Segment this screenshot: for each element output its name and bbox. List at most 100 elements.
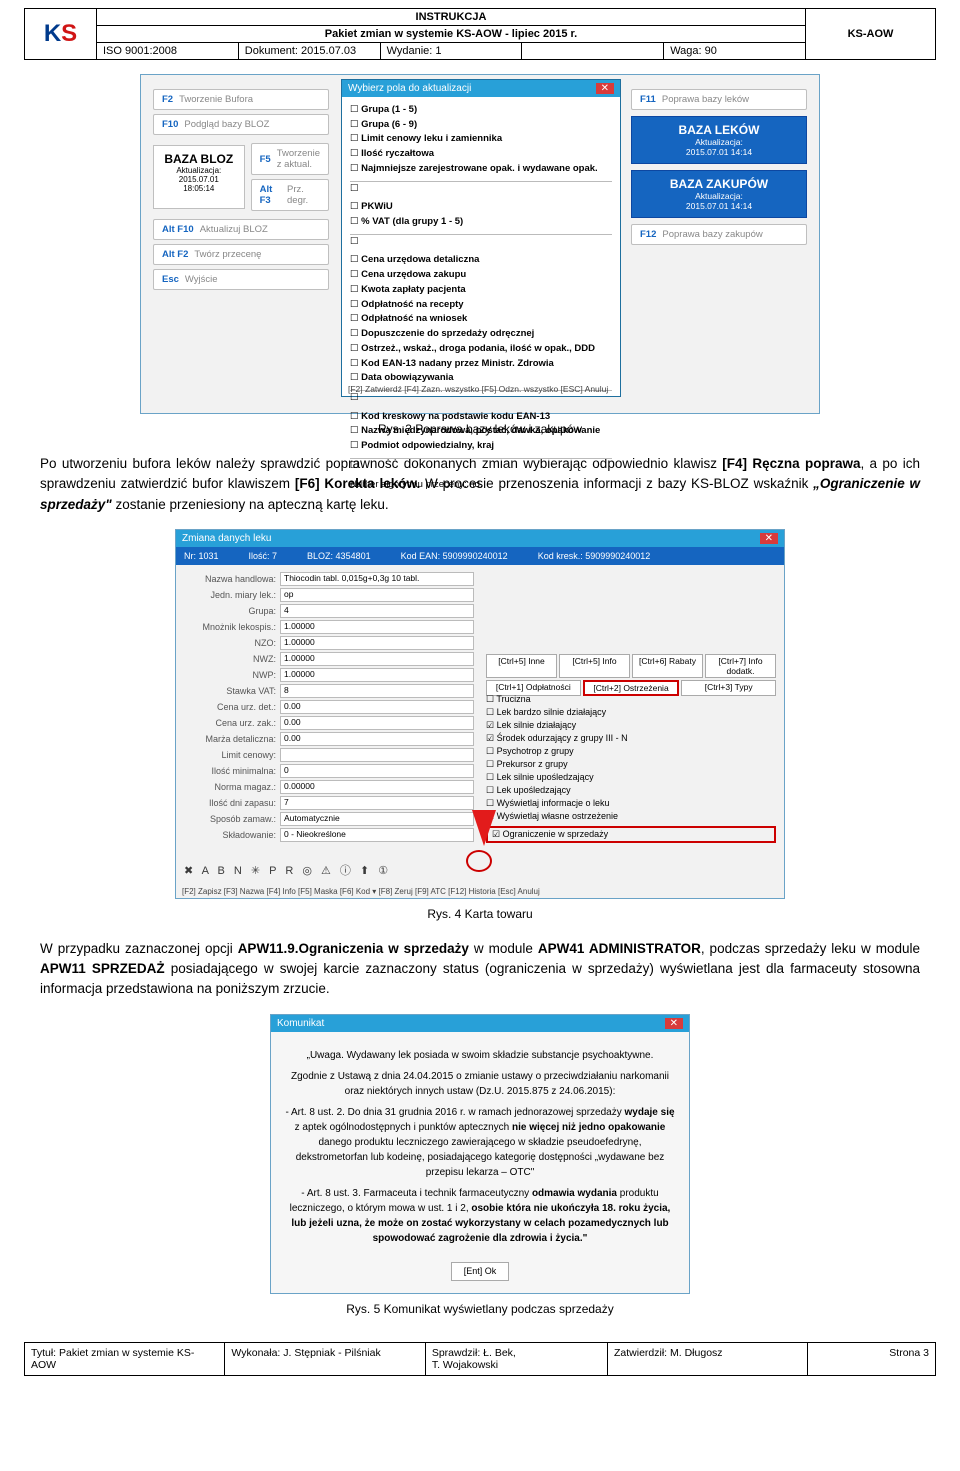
footer-sprawdzil: Sprawdził: Ł. Bek,T. Wojakowski — [425, 1342, 607, 1375]
s2-footer: [F2] Zapisz [F3] Nazwa [F4] Info [F5] Ma… — [182, 887, 778, 896]
form-input[interactable]: 1.00000 — [280, 620, 474, 634]
s2-title: Zmiana danych leku — [182, 533, 272, 544]
header-ks-aow: KS-AOW — [806, 9, 936, 60]
page-footer: Tytuł: Pakiet zmian w systemie KS-AOW Wy… — [0, 1334, 960, 1394]
s2-icon-row: ✖ A B N ✳ P R ◎ ⚠ ⓘ ⬆ ① — [184, 862, 474, 878]
tile-baza-zakupow: BAZA ZAKUPÓW Aktualizacja: 2015.07.01 14… — [631, 170, 807, 218]
form-row: Marża detaliczna:0.00 — [184, 732, 474, 746]
check-item[interactable]: ☐ Lek upośledzający — [486, 785, 776, 796]
screenshot-2: Zmiana danych leku ✕ Nr: 1031Ilość: 7BLOZ… — [175, 529, 785, 899]
footer-tytul: Tytuł: Pakiet zmian w systemie KS-AOW — [25, 1342, 225, 1375]
form-row: Norma magaz.:0.00000 — [184, 780, 474, 794]
header-iso: ISO 9001:2008 — [97, 43, 239, 60]
dialog-checks: Grupa (1 - 5) Grupa (6 - 9) Limit cenowy… — [342, 97, 620, 498]
btn-esc[interactable]: EscWyjście — [153, 269, 329, 290]
form-input[interactable]: 0.00 — [280, 732, 474, 746]
close-icon[interactable]: ✕ — [596, 83, 614, 94]
logo-s: S — [61, 20, 77, 47]
form-input[interactable]: 8 — [280, 684, 474, 698]
form-row: NZO:1.00000 — [184, 636, 474, 650]
check-item[interactable]: ☑ Środek odurzający z grupy III - N — [486, 733, 776, 744]
header-instrukcja: INSTRUKCJA — [97, 9, 806, 26]
logo: KS — [25, 9, 97, 60]
btn-f11[interactable]: F11Poprawa bazy leków — [631, 89, 807, 110]
header-waga: Waga: 90 — [664, 43, 806, 60]
s2-header-bar: Nr: 1031Ilość: 7BLOZ: 4354801Kod EAN: 59… — [176, 547, 784, 565]
s2-checks: ☐ Trucizna ☐ Lek bardzo silnie działający… — [486, 692, 776, 845]
check-ograniczenie[interactable]: ☑ Ograniczenie w sprzedaży — [486, 826, 776, 843]
check-item[interactable]: ☐ Wyświetlaj własne ostrzeżenie — [486, 811, 776, 822]
btn-altf10[interactable]: Alt F10Aktualizuj BLOZ — [153, 219, 329, 240]
form-row: NWP:1.00000 — [184, 668, 474, 682]
form-row: Limit cenowy: — [184, 748, 474, 762]
shot1-dialog: Wybierz pola do aktualizacji✕ Grupa (1 -… — [341, 79, 621, 397]
form-row: Sposób zamaw.:Automatycznie — [184, 812, 474, 826]
page-header: KS INSTRUKCJA KS-AOW Pakiet zmian w syst… — [0, 0, 960, 60]
check-item[interactable]: ☐ Lek bardzo silnie działający — [486, 707, 776, 718]
s3-body: „Uwaga. Wydawany lek posiada w swoim skł… — [271, 1032, 689, 1292]
form-input[interactable]: 0.00 — [280, 700, 474, 714]
screenshot-3: Komunikat ✕ „Uwaga. Wydawany lek posiada … — [270, 1014, 690, 1294]
caption-3: Rys. 5 Komunikat wyświetlany podczas spr… — [0, 1302, 960, 1316]
form-input[interactable]: 1.00000 — [280, 652, 474, 666]
btn-f5[interactable]: F5Tworzenie z aktual. — [251, 143, 329, 175]
s2-left-fields: Nazwa handlowa:Thiocodin tabl. 0,015g+0,… — [184, 570, 474, 844]
form-input[interactable]: Thiocodin tabl. 0,015g+0,3g 10 tabl. — [280, 572, 474, 586]
ok-button[interactable]: [Ent] Ok — [451, 1262, 510, 1282]
form-row: Mnożnik lekospis.:1.00000 — [184, 620, 474, 634]
header-subtitle: Pakiet zmian w systemie KS-AOW - lipiec … — [97, 26, 806, 43]
header-dokument: Dokument: 2015.07.03 — [238, 43, 380, 60]
form-row: Cena urz. det.:0.00 — [184, 700, 474, 714]
btn-f10[interactable]: F10Podgląd bazy BLOZ — [153, 114, 329, 135]
close-icon[interactable]: ✕ — [665, 1018, 683, 1029]
close-icon[interactable]: ✕ — [760, 533, 778, 544]
check-item[interactable]: ☐ Trucizna — [486, 694, 776, 705]
logo-k: K — [44, 20, 61, 47]
s3-title: Komunikat — [277, 1018, 324, 1029]
form-input[interactable] — [280, 748, 474, 762]
form-row: NWZ:1.00000 — [184, 652, 474, 666]
tile-baza-lekow: BAZA LEKÓW Aktualizacja: 2015.07.01 14:1… — [631, 116, 807, 164]
form-input[interactable]: 0.00 — [280, 716, 474, 730]
form-input[interactable]: 4 — [280, 604, 474, 618]
form-row: Nazwa handlowa:Thiocodin tabl. 0,015g+0,… — [184, 572, 474, 586]
dialog-footer: [F2] Zatwierdź [F4] Zazn. wszystko [F5] … — [348, 384, 614, 394]
header-empty — [522, 43, 664, 60]
dialog-title: Wybierz pola do aktualizacji — [348, 83, 471, 94]
btn-altf3[interactable]: Alt F3Prz. degr. — [251, 179, 329, 211]
paragraph-2: W przypadku zaznaczonej opcji APW11.9.Og… — [0, 939, 960, 1000]
screenshot-1: F2Tworzenie Bufora F10Podgląd bazy BLOZ … — [140, 74, 820, 414]
form-input[interactable]: 0 — [280, 764, 474, 778]
form-row: Cena urz. zak.:0.00 — [184, 716, 474, 730]
form-input[interactable]: op — [280, 588, 474, 602]
check-item[interactable]: ☐ Prekursor z grupy — [486, 759, 776, 770]
red-arrow-icon — [472, 810, 496, 846]
footer-wykonala: Wykonała: J. Stępniak - Pilśniak — [225, 1342, 425, 1375]
check-item[interactable]: ☐ Lek silnie upośledzający — [486, 772, 776, 783]
btn-altf2[interactable]: Alt F2Twórz przecenę — [153, 244, 329, 265]
btn-f2[interactable]: F2Tworzenie Bufora — [153, 89, 329, 110]
form-row: Jedn. miary lek.:op — [184, 588, 474, 602]
form-row: Ilość minimalna:0 — [184, 764, 474, 778]
check-item[interactable]: ☐ Wyświetlaj informacje o leku — [486, 798, 776, 809]
header-wydanie: Wydanie: 1 — [380, 43, 522, 60]
shot1-right-col: F11Poprawa bazy leków BAZA LEKÓW Aktuali… — [629, 85, 809, 249]
tile-baza-bloz: BAZA BLOZ Aktualizacja: 2015.07.01 18:05… — [153, 145, 245, 209]
footer-strona: Strona 3 — [808, 1342, 936, 1375]
footer-zatwierdzil: Zatwierdził: M. Długosz — [608, 1342, 808, 1375]
shot1-left-col: F2Tworzenie Bufora F10Podgląd bazy BLOZ … — [151, 85, 331, 294]
form-input[interactable]: 0.00000 — [280, 780, 474, 794]
btn-f12[interactable]: F12Poprawa bazy zakupów — [631, 224, 807, 245]
form-input[interactable]: 0 - Nieokreślone — [280, 828, 474, 842]
form-row: Grupa:4 — [184, 604, 474, 618]
header-table: KS INSTRUKCJA KS-AOW Pakiet zmian w syst… — [24, 8, 936, 60]
form-input[interactable]: Automatycznie — [280, 812, 474, 826]
form-input[interactable]: 7 — [280, 796, 474, 810]
form-row: Stawka VAT:8 — [184, 684, 474, 698]
caption-2: Rys. 4 Karta towaru — [0, 907, 960, 921]
check-item[interactable]: ☐ Psychotrop z grupy — [486, 746, 776, 757]
form-row: Ilość dni zapasu:7 — [184, 796, 474, 810]
check-item[interactable]: ☑ Lek silnie działający — [486, 720, 776, 731]
form-input[interactable]: 1.00000 — [280, 668, 474, 682]
form-input[interactable]: 1.00000 — [280, 636, 474, 650]
